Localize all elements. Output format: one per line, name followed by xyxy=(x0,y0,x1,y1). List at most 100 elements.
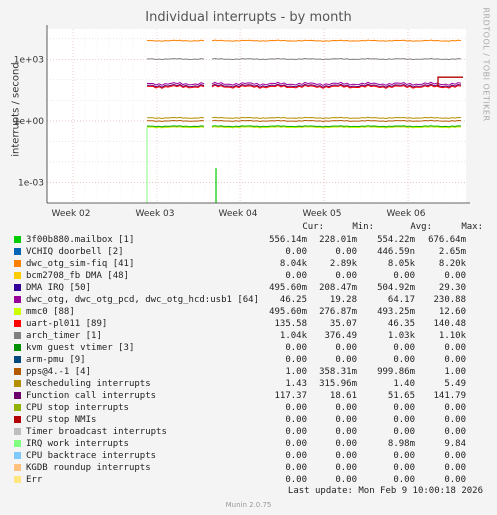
legend-swatch xyxy=(14,260,21,267)
legend-avg: 0.00 xyxy=(393,463,415,473)
y-tick-label: 1e+03 xyxy=(14,55,44,65)
legend-max: 0.00 xyxy=(444,463,466,473)
legend-min: 376.49 xyxy=(324,331,357,341)
legend-swatch xyxy=(14,428,21,435)
legend-row: KGDB roundup interrupts 0.00 0.00 0.00 0.00 xyxy=(14,462,494,474)
legend-label: KGDB roundup interrupts xyxy=(26,463,151,473)
legend-row: bcm2708_fb DMA [48] 0.00 0.00 0.00 0.00 xyxy=(14,270,494,282)
legend-cur: 495.60m xyxy=(269,283,307,293)
legend-max: 140.48 xyxy=(433,319,466,329)
legend-min: 0.00 xyxy=(335,427,357,437)
legend-swatch xyxy=(14,356,21,363)
legend-max: 1.10k xyxy=(438,331,466,341)
legend-swatch xyxy=(14,452,21,459)
legend-swatch xyxy=(14,464,21,471)
x-tick-label: Week 06 xyxy=(387,209,426,219)
legend-swatch xyxy=(14,332,21,339)
series-line-2 xyxy=(146,39,462,42)
legend-row: CPU stop NMIs 0.00 0.00 0.00 0.00 xyxy=(14,414,494,426)
y-tick-label: 1e+00 xyxy=(14,117,45,127)
legend-max: 230.88 xyxy=(433,295,466,305)
legend-cur: 0.00 xyxy=(285,415,307,425)
legend-min: 18.61 xyxy=(329,391,357,401)
legend-max: 1.00 xyxy=(444,367,466,377)
legend-min: 358.31m xyxy=(319,367,357,377)
legend-swatch xyxy=(14,476,21,483)
x-tick-label: Week 02 xyxy=(52,209,91,219)
legend-avg: 999.86m xyxy=(377,367,415,377)
legend-avg: 0.00 xyxy=(393,415,415,425)
legend-max: 9.84 xyxy=(444,439,466,449)
uart-step xyxy=(437,76,463,87)
legend-min: 228.01m xyxy=(319,235,357,245)
legend-label: 3f00b880.mailbox [1] xyxy=(26,235,135,245)
legend-avg: 1.03k xyxy=(387,331,415,341)
legend-avg: 0.00 xyxy=(393,343,415,353)
series-line-6 xyxy=(146,126,462,129)
series-line-7 xyxy=(146,84,462,89)
legend-swatch xyxy=(14,344,21,351)
legend-cur: 0.00 xyxy=(285,271,307,281)
legend-swatch xyxy=(14,236,21,243)
legend-swatch xyxy=(14,296,21,303)
legend-col-min: Min: xyxy=(352,222,374,232)
legend-min: 0.00 xyxy=(335,475,357,485)
legend-avg: 0.00 xyxy=(393,403,415,413)
legend-avg: 8.05k xyxy=(387,259,415,269)
legend-cur: 8.04k xyxy=(279,259,307,269)
legend-min: 0.00 xyxy=(335,415,357,425)
series-line-0 xyxy=(146,125,462,128)
legend-label: pps@4.-1 [4] xyxy=(26,367,92,377)
legend-min: 0.00 xyxy=(335,247,357,257)
legend-label: kvm guest vtimer [3] xyxy=(26,343,135,353)
legend-label: uart-pl011 [89] xyxy=(26,319,108,329)
x-tick-label: Week 03 xyxy=(136,209,175,219)
legend-cur: 0.00 xyxy=(285,463,307,473)
legend-avg: 64.17 xyxy=(387,295,415,305)
legend-min: 0.00 xyxy=(335,439,357,449)
legend-label: Rescheduling interrupts xyxy=(26,379,151,389)
legend-min: 276.87m xyxy=(319,307,357,317)
legend-swatch xyxy=(14,272,21,279)
legend-label: arch_timer [1] xyxy=(26,331,102,341)
legend-cur: 0.00 xyxy=(285,247,307,257)
legend-label: dwc_otg, dwc_otg_pcd, dwc_otg_hcd:usb1 [… xyxy=(26,295,259,305)
legend-min: 315.96m xyxy=(319,379,357,389)
x-tick-label: Week 05 xyxy=(303,209,342,219)
legend-cur: 556.14m xyxy=(269,235,307,245)
legend-max: 141.79 xyxy=(433,391,466,401)
legend-avg: 51.65 xyxy=(387,391,415,401)
legend-min: 0.00 xyxy=(335,403,357,413)
legend-max: 0.00 xyxy=(444,475,466,485)
legend-cur: 46.25 xyxy=(279,295,307,305)
legend-label: VCHIQ doorbell [2] xyxy=(26,247,124,257)
legend-min: 0.00 xyxy=(335,271,357,281)
legend-label: dwc_otg_sim-fiq [41] xyxy=(26,259,135,269)
last-update: Last update: Mon Feb 9 10:00:18 2026 xyxy=(287,486,483,496)
legend-swatch xyxy=(14,284,21,291)
legend-label: DMA IRQ [50] xyxy=(26,283,92,293)
legend-cur: 0.00 xyxy=(285,427,307,437)
series-line-13 xyxy=(146,83,462,88)
legend-row: dwc_otg, dwc_otg_pcd, dwc_otg_hcd:usb1 [… xyxy=(14,294,494,306)
legend-max: 5.49 xyxy=(444,379,466,389)
legend-swatch xyxy=(14,368,21,375)
munin-version: Munin 2.0.75 xyxy=(225,501,272,509)
legend-row: arm-pmu [9] 0.00 0.00 0.00 0.00 xyxy=(14,354,494,366)
legend-row: pps@4.-1 [4] 1.00 358.31m 999.86m 1.00 xyxy=(14,366,494,378)
legend-label: IRQ work interrupts xyxy=(26,439,129,449)
legend-swatch xyxy=(14,416,21,423)
legend-min: 19.28 xyxy=(329,295,357,305)
legend-max: 29.30 xyxy=(438,283,466,293)
legend-row: mmc0 [88] 495.60m 276.87m 493.25m 12.60 xyxy=(14,306,494,318)
legend-cur: 0.00 xyxy=(285,439,307,449)
legend-label: bcm2708_fb DMA [48] xyxy=(26,271,129,281)
legend-cur: 1.04k xyxy=(279,331,307,341)
chart-title: Individual interrupts - by month xyxy=(145,10,352,25)
legend-cur: 1.00 xyxy=(285,367,307,377)
legend-row: VCHIQ doorbell [2] 0.00 0.00 446.59n 2.65m xyxy=(14,246,494,258)
legend-max: 0.00 xyxy=(444,271,466,281)
y-tick-label: 1e-03 xyxy=(18,178,44,188)
legend-label: CPU stop NMIs xyxy=(26,415,97,425)
legend-max: 12.60 xyxy=(438,307,466,317)
